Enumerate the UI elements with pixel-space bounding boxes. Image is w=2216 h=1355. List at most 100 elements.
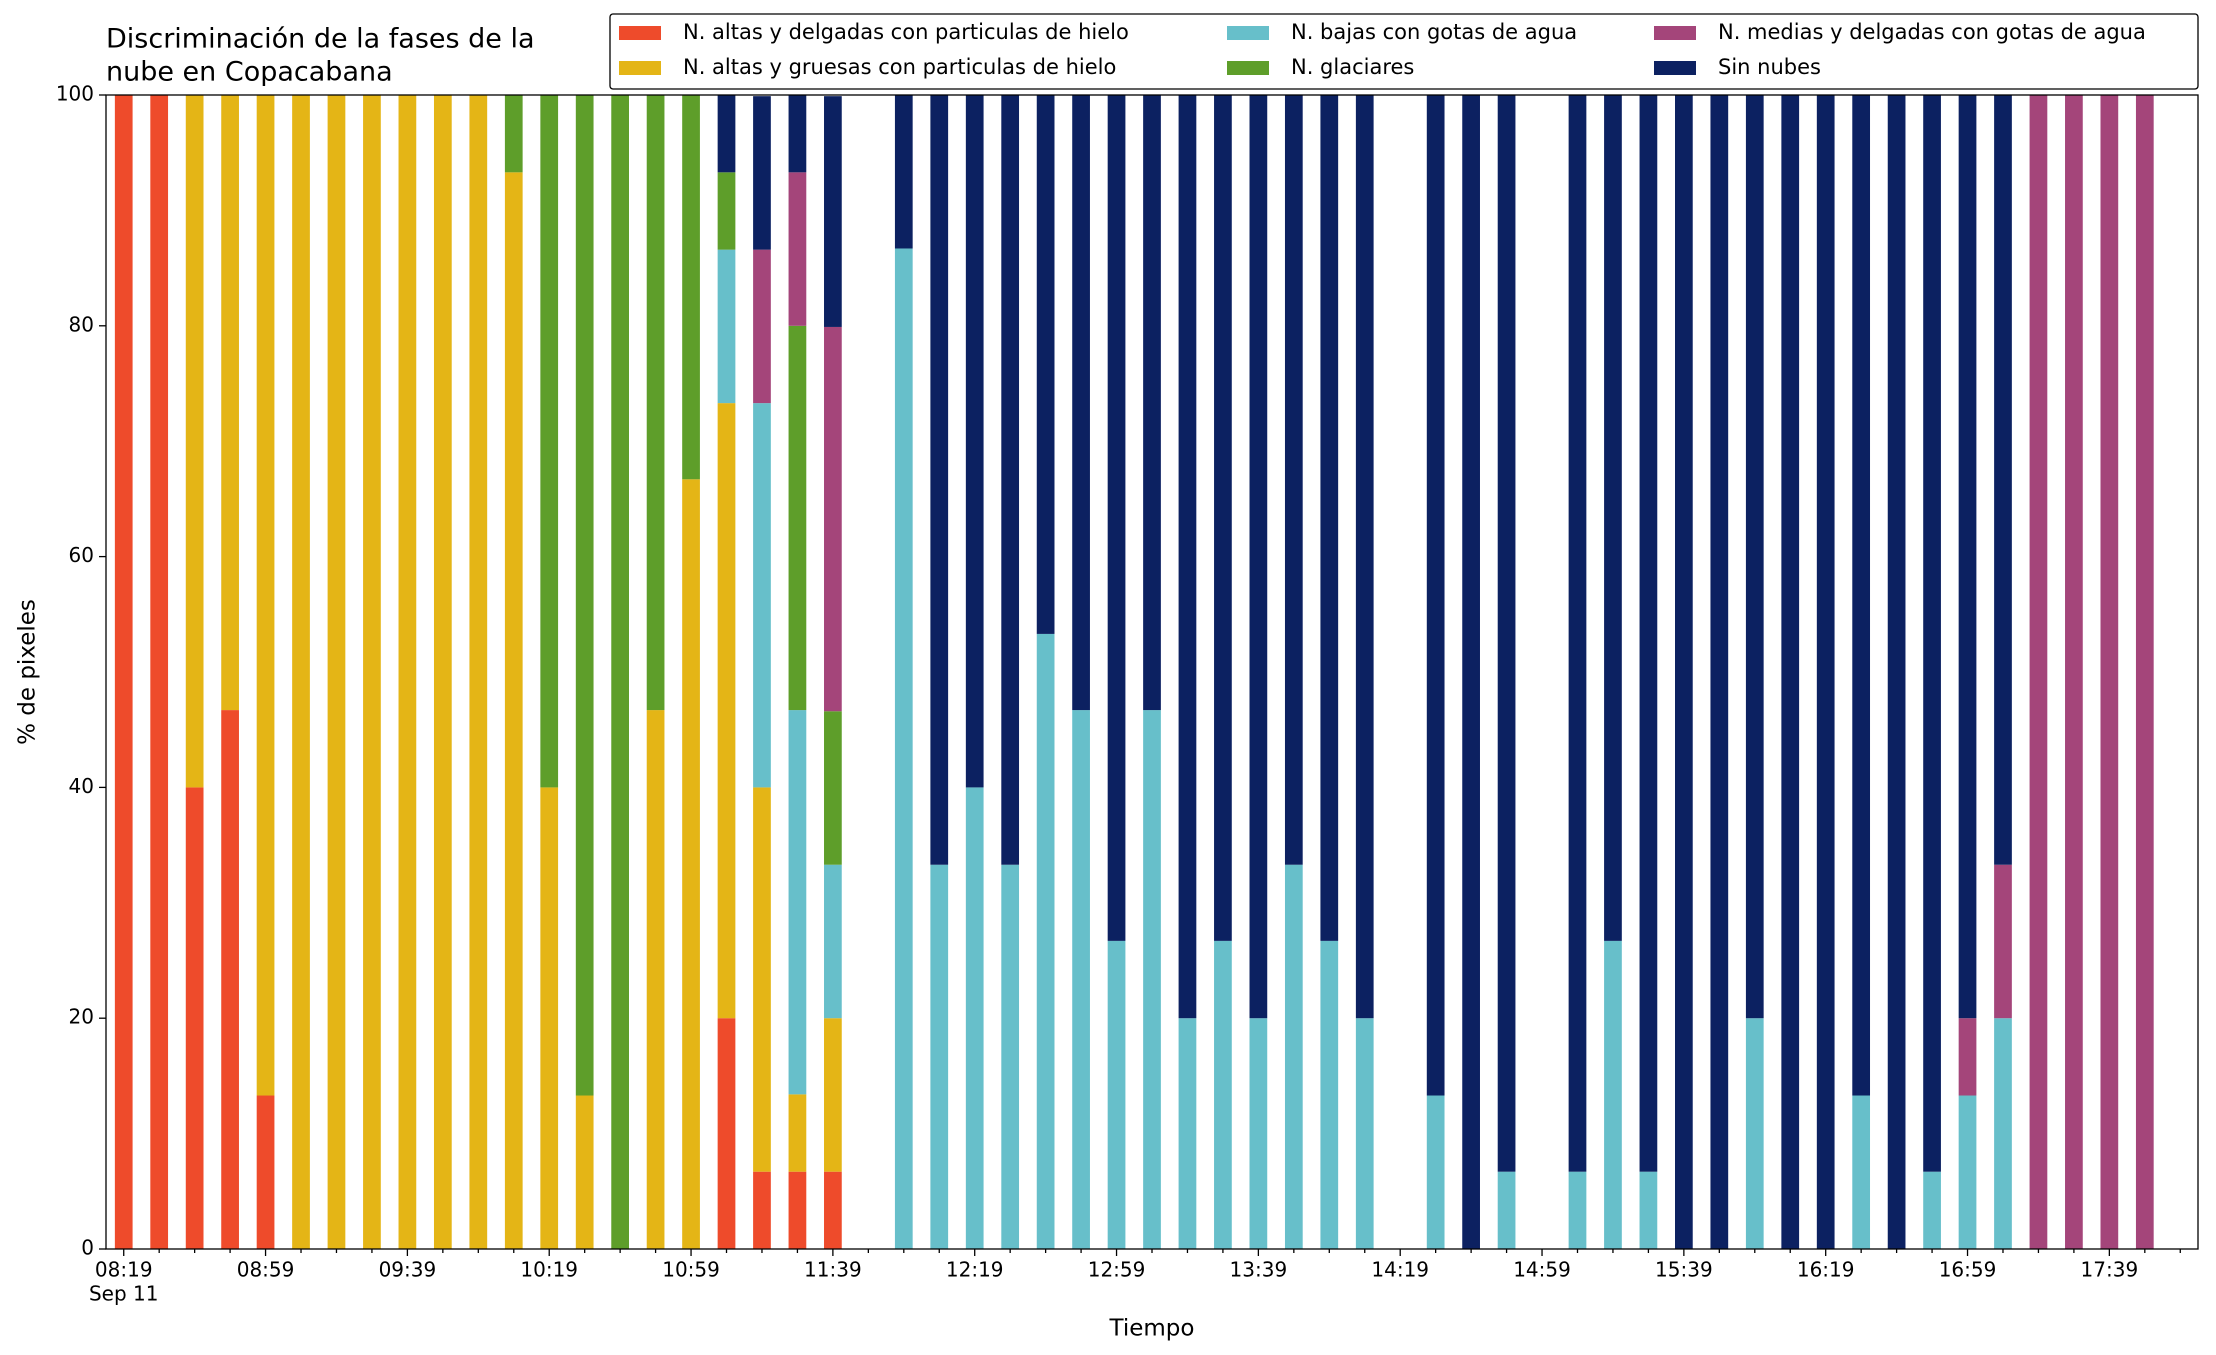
bar-segment — [824, 864, 842, 1019]
bar-segment — [788, 1171, 807, 1249]
bar-segment — [1710, 95, 1729, 1249]
bar-segment — [114, 95, 133, 1249]
bar-segment — [1462, 95, 1480, 1249]
x-tick-label: 08:59 — [237, 1258, 295, 1282]
bar-segment — [1604, 95, 1622, 941]
bar-segment — [788, 95, 807, 173]
bar-segment — [1249, 1018, 1268, 1249]
bar-segment — [1072, 710, 1090, 1249]
bar-segment — [575, 95, 594, 1096]
legend-swatch — [1654, 26, 1696, 40]
legend-label: N. glaciares — [1291, 55, 1414, 79]
bar-segment — [1923, 95, 1941, 1172]
bar-segment — [753, 787, 771, 1172]
bar-segment — [1178, 95, 1197, 1019]
bar-segment — [1249, 95, 1268, 1019]
bar-segment — [1745, 95, 1764, 1019]
bar-segment — [894, 95, 913, 249]
bar-segment — [1604, 940, 1622, 1249]
bar-segment — [824, 326, 842, 712]
x-tick-label: 10:59 — [662, 1258, 720, 1282]
chart-title: nube en Copacabana — [106, 57, 393, 88]
legend-label: N. altas y gruesas con particulas de hie… — [683, 55, 1116, 79]
bar-segment — [1320, 95, 1339, 941]
bar-segment — [1001, 95, 1020, 865]
bar-segment — [1994, 1018, 2012, 1249]
bar-segment — [1036, 95, 1055, 634]
bar-segment — [363, 95, 381, 1249]
bar-segment — [1781, 95, 1800, 1249]
x-tick-label: 16:59 — [1939, 1258, 1997, 1282]
bar-segment — [1816, 95, 1835, 1249]
legend-swatch — [619, 26, 661, 40]
bar-segment — [221, 710, 239, 1249]
bar-segment — [221, 95, 239, 711]
bar-segment — [1497, 95, 1516, 1172]
bar-segment — [1852, 95, 1871, 1096]
bar-segment — [150, 95, 169, 1249]
bar-segment — [185, 95, 204, 788]
bar-segment — [575, 1095, 594, 1249]
bar-segment — [2100, 95, 2119, 1249]
x-tick-label: 15:39 — [1655, 1258, 1713, 1282]
chart-title: Discriminación de la fases de la — [106, 24, 535, 55]
legend-label: N. medias y delgadas con gotas de agua — [1718, 20, 2146, 44]
bar-segment — [682, 479, 700, 1250]
bar-segment — [1497, 1171, 1516, 1249]
bar-segment — [469, 95, 488, 1249]
bar-segment — [2065, 95, 2083, 1249]
bar-segment — [1994, 95, 2012, 865]
bar-segment — [1143, 95, 1161, 711]
bar-segment — [824, 1171, 842, 1249]
bar-segment — [788, 1094, 807, 1172]
legend-label: N. bajas con gotas de agua — [1291, 20, 1577, 44]
plot-frame — [105, 94, 2199, 1250]
x-date-label: Sep 11 — [89, 1282, 159, 1306]
bar-segment — [1214, 95, 1232, 941]
bar-segment — [1675, 95, 1693, 1249]
bar-segment — [540, 787, 559, 1249]
bar-segment — [1958, 1095, 1977, 1249]
legend-label: Sin nubes — [1718, 55, 1821, 79]
bar-segment — [1284, 864, 1303, 1249]
bar-segment — [1214, 940, 1232, 1249]
bar-segment — [930, 95, 949, 865]
bar-segment — [1320, 940, 1339, 1249]
x-tick-label: 09:39 — [379, 1258, 437, 1282]
bar-segment — [1178, 1018, 1197, 1249]
bar-segment — [1887, 95, 1906, 1249]
bar-segment — [717, 95, 736, 173]
bar-segment — [1568, 1171, 1587, 1249]
bar-segment — [327, 95, 346, 1249]
y-tick-label: 40 — [69, 774, 94, 798]
bar-segment — [185, 787, 204, 1249]
y-tick-label: 20 — [69, 1005, 94, 1029]
legend-swatch — [619, 61, 661, 75]
x-tick-label: 08:19 — [95, 1258, 153, 1282]
bar-segment — [1994, 864, 2012, 1019]
bar-segment — [504, 172, 523, 1249]
bar-segment — [1852, 1095, 1871, 1249]
bar-segment — [894, 248, 913, 1249]
bar-segment — [788, 325, 807, 711]
bar-segment — [753, 1171, 771, 1249]
x-tick-label: 14:19 — [1371, 1258, 1429, 1282]
bar-segment — [1072, 95, 1090, 711]
bar-segment — [1355, 95, 1374, 1019]
bar-segment — [1107, 940, 1126, 1249]
bar-segment — [433, 95, 452, 1249]
bar-segment — [611, 95, 629, 1249]
bar-segment — [1036, 633, 1055, 1249]
bar-segment — [1426, 1095, 1445, 1249]
bar-segment — [292, 95, 310, 1249]
bar-segment — [717, 172, 736, 250]
bar-segment — [1001, 864, 1020, 1249]
bar-segment — [256, 1095, 275, 1249]
bar-segment — [1568, 95, 1587, 1172]
bar-segment — [930, 864, 949, 1249]
bar-segment — [1958, 1018, 1977, 1096]
bar-segment — [2029, 95, 2048, 1249]
bar-segment — [1639, 1171, 1658, 1249]
bar-segment — [824, 711, 842, 865]
bar-segment — [965, 787, 984, 1249]
